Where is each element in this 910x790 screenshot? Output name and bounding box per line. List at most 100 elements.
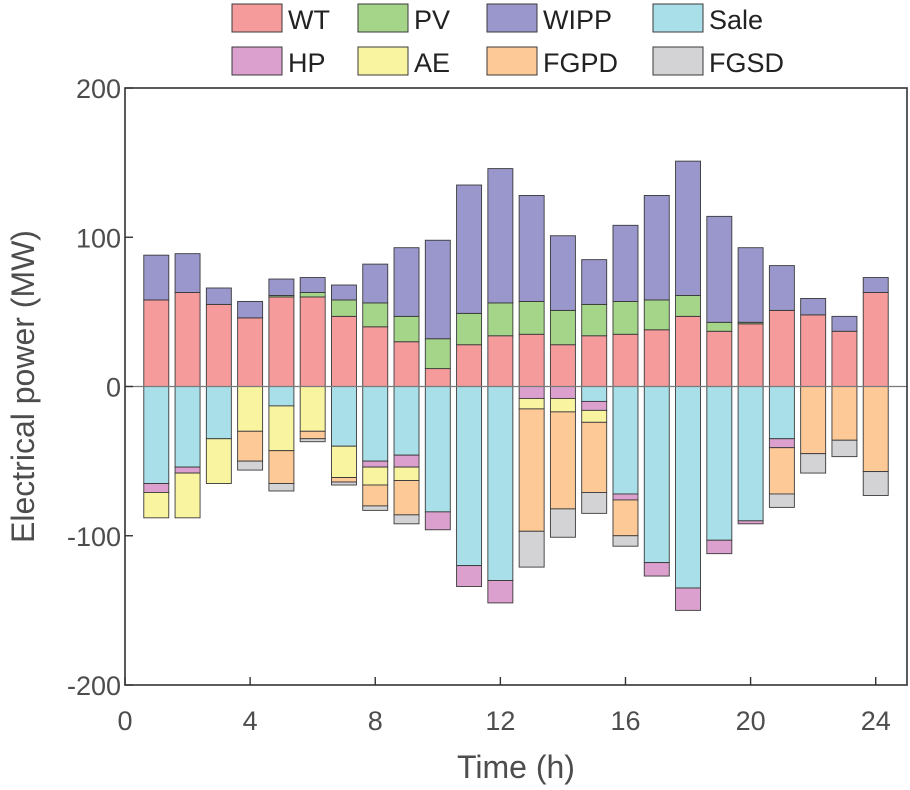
legend-swatch	[652, 3, 704, 33]
bar-ae-h5	[268, 405, 295, 452]
bar-ae-h14	[549, 397, 576, 413]
bar-wt-h20	[737, 323, 764, 387]
bar-pv-h16	[612, 300, 639, 335]
bar-fgsd-h16	[612, 535, 639, 547]
legend-item-fgsd: FGSD	[652, 46, 784, 78]
bar-ae-h3	[205, 438, 232, 484]
bar-hp-h20	[737, 520, 764, 525]
y-tick-label: 200	[76, 74, 121, 104]
bar-fgsd-h5	[268, 483, 295, 492]
bar-sale-h16	[612, 386, 639, 495]
bar-pv-h10	[424, 338, 451, 370]
bar-wipp-h7	[331, 284, 357, 301]
bar-hp-h17	[643, 562, 670, 577]
bar-fgpd-h23	[831, 386, 858, 441]
bar-sale-h2	[174, 386, 201, 468]
bar-ae-h7	[331, 445, 357, 478]
legend-swatch	[486, 3, 538, 33]
bar-wt-h4	[237, 317, 264, 387]
bar-wipp-h18	[675, 160, 701, 296]
bar-fgsd-h8	[362, 505, 389, 511]
bar-wt-h8	[362, 326, 389, 387]
bar-sale-h19	[706, 386, 733, 541]
legend-swatch	[231, 3, 283, 33]
bar-wt-h1	[143, 299, 170, 387]
bar-wt-h16	[612, 333, 639, 387]
legend-label: WIPP	[543, 5, 612, 35]
x-tick-label: 4	[243, 706, 258, 736]
legend-label: Sale	[709, 5, 763, 35]
bar-sale-h17	[643, 386, 670, 564]
bar-wt-h7	[331, 315, 357, 387]
bar-hp-h1	[143, 483, 170, 493]
bar-wipp-h14	[549, 235, 576, 311]
bar-ae-h6	[299, 386, 326, 432]
bar-wt-h17	[643, 329, 670, 387]
legend-label: HP	[288, 48, 326, 78]
bar-wipp-h10	[424, 239, 451, 340]
y-tick-label: -200	[67, 671, 121, 701]
bar-wt-h10	[424, 368, 451, 387]
bar-wt-h3	[205, 303, 232, 387]
bar-wt-h15	[581, 335, 608, 387]
bar-pv-h17	[643, 299, 670, 331]
bar-fgpd-h9	[393, 480, 420, 516]
bar-sale-h8	[362, 386, 389, 462]
bar-wipp-h22	[800, 297, 827, 316]
bar-hp-h19	[706, 539, 733, 555]
bar-wipp-h16	[612, 224, 639, 302]
y-tick-label: -100	[67, 522, 121, 552]
bar-fgsd-h7	[331, 481, 357, 486]
bar-sale-h7	[331, 386, 357, 447]
bar-wipp-h9	[393, 247, 420, 317]
bar-fgpd-h8	[362, 484, 389, 507]
bar-sale-h11	[456, 386, 483, 567]
x-axis: 0 4 8 12 16 20 24	[117, 677, 891, 736]
bar-hp-h10	[424, 511, 451, 531]
y-axis-label: Electrical power (MW)	[5, 230, 41, 543]
bar-ae-h4	[237, 386, 264, 432]
bar-pv-h18	[675, 295, 701, 317]
bar-wt-h12	[487, 335, 514, 387]
bar-hp-h14	[549, 386, 576, 399]
bar-fgpd-h21	[768, 447, 795, 495]
bar-fgpd-h14	[549, 411, 576, 510]
legend-label: FGSD	[709, 48, 784, 78]
bar-pv-h14	[549, 309, 576, 346]
bar-hp-h2	[174, 466, 201, 474]
bar-fgpd-h22	[800, 386, 827, 455]
y-tick-label: 100	[76, 223, 121, 253]
bar-sale-h15	[581, 386, 608, 402]
bar-sale-h18	[675, 386, 701, 589]
bar-wt-h21	[768, 309, 795, 387]
bar-wt-h24	[862, 292, 889, 387]
x-tick-label: 16	[610, 706, 640, 736]
bar-ae-h15	[581, 409, 608, 423]
bar-wt-h2	[174, 292, 201, 387]
bar-fgpd-h4	[237, 430, 264, 462]
legend-swatch	[486, 46, 538, 76]
bar-wt-h13	[518, 333, 545, 387]
bar-pv-h11	[456, 312, 483, 346]
bar-ae-h13	[518, 397, 545, 410]
bar-wt-h14	[549, 344, 576, 387]
bar-wipp-h21	[768, 265, 795, 311]
bar-fgsd-h15	[581, 492, 608, 514]
bar-pv-h8	[362, 302, 389, 328]
bar-ae-h2	[174, 472, 201, 519]
bar-sale-h12	[487, 386, 514, 581]
bar-fgsd-h22	[800, 453, 827, 474]
bar-ae-h1	[143, 492, 170, 519]
legend-item-ae: AE	[357, 46, 450, 78]
bar-hp-h13	[518, 386, 545, 399]
bar-wipp-h6	[299, 277, 326, 293]
bar-fgsd-h14	[549, 508, 576, 538]
bar-wt-h5	[268, 296, 295, 387]
bar-sale-h21	[768, 386, 795, 440]
bar-fgpd-h13	[518, 408, 545, 532]
bar-wipp-h20	[737, 247, 764, 323]
bar-sale-h10	[424, 386, 451, 513]
bar-hp-h12	[487, 580, 514, 604]
bar-wipp-h12	[487, 168, 514, 304]
